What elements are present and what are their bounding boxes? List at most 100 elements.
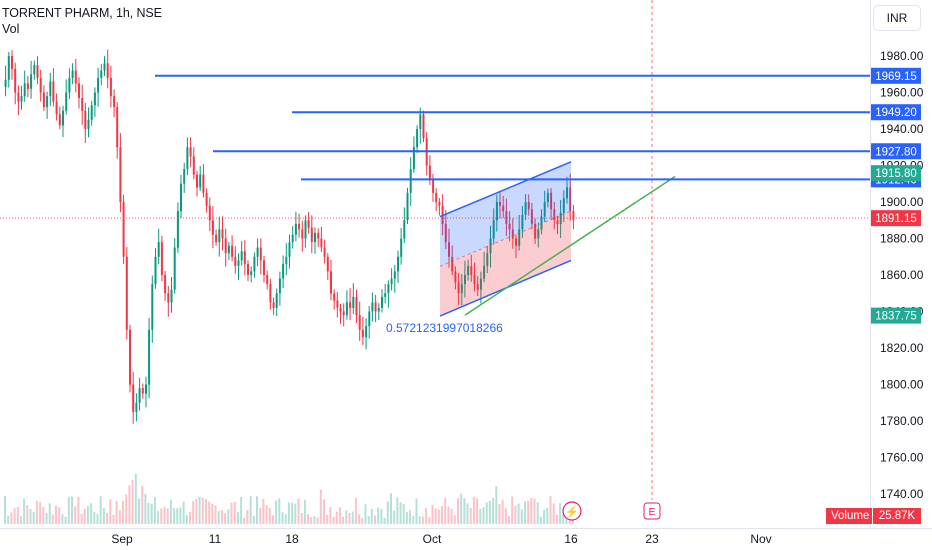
candle-body xyxy=(256,247,259,257)
candle-body xyxy=(365,326,368,338)
candle-body xyxy=(36,65,39,78)
candle-body xyxy=(403,220,406,239)
volume-bar xyxy=(383,517,386,524)
candle-body xyxy=(486,253,489,266)
volume-bar xyxy=(182,501,185,524)
volume-bar xyxy=(323,499,325,524)
trend-line[interactable] xyxy=(464,175,676,316)
candle-body xyxy=(125,256,128,330)
volume-bar xyxy=(61,514,64,524)
volume-bar xyxy=(74,506,77,524)
candle-body xyxy=(304,220,307,239)
candle-body xyxy=(259,247,262,261)
candle-body xyxy=(470,265,473,275)
candle-body xyxy=(540,216,543,230)
volume-bar xyxy=(150,503,153,524)
candle-body xyxy=(352,296,355,308)
volume-bar xyxy=(233,501,236,524)
volume-bar xyxy=(374,515,376,524)
volume-bar xyxy=(176,508,179,524)
volume-bar xyxy=(485,502,488,524)
volume-bar xyxy=(220,510,223,524)
candle-body xyxy=(23,83,26,97)
volume-bar xyxy=(552,503,555,524)
volume-bar xyxy=(192,501,195,524)
candle-body xyxy=(164,275,167,294)
volume-bar xyxy=(444,498,447,524)
candle-body xyxy=(227,245,230,254)
candle-body xyxy=(20,96,23,102)
volume-bar xyxy=(93,511,96,524)
volume-bar xyxy=(332,516,335,524)
candle-body xyxy=(451,256,454,272)
volume-bar xyxy=(122,500,124,524)
candle-body xyxy=(387,284,390,294)
candle-body xyxy=(247,264,249,275)
price-tick-label: 1760.00 xyxy=(880,451,924,465)
volume-bar xyxy=(278,498,281,524)
candle-body xyxy=(39,77,42,93)
volume-bar xyxy=(520,509,523,524)
volume-bar xyxy=(533,498,536,524)
time-tick-label: 18 xyxy=(285,532,299,546)
candle-body xyxy=(572,211,575,221)
candle-body xyxy=(444,223,447,243)
price-tick-label: 1940.00 xyxy=(880,122,924,136)
candle-body xyxy=(508,223,511,230)
channel-upper-line[interactable] xyxy=(439,161,572,218)
volume-bar xyxy=(546,507,549,524)
volume-bar xyxy=(16,506,19,524)
candle-body xyxy=(68,77,71,93)
volume-bar xyxy=(224,513,227,524)
candle-body xyxy=(275,293,278,308)
volume-bar xyxy=(189,512,191,524)
currency-button[interactable]: INR xyxy=(873,5,921,31)
volume-bar xyxy=(284,514,287,524)
candle-body xyxy=(400,238,403,257)
volume-bar xyxy=(118,510,121,524)
volume-bar xyxy=(90,503,93,524)
volume-bar xyxy=(35,500,38,524)
volume-bar xyxy=(71,496,73,524)
volume-bar xyxy=(26,505,29,524)
candle-body xyxy=(317,233,320,239)
volume-bar xyxy=(144,493,147,524)
volume-bar xyxy=(86,505,89,524)
volume-bar xyxy=(109,499,112,524)
dividend-marker[interactable] xyxy=(562,501,582,521)
volume-bar xyxy=(351,511,354,524)
chart-legend: TORRENT PHARM, 1h, NSE Vol xyxy=(2,5,162,37)
candle-body xyxy=(100,70,103,78)
candle-body xyxy=(240,251,243,261)
volume-bar xyxy=(415,498,418,524)
volume-bar xyxy=(275,500,278,524)
volume-bar xyxy=(358,514,361,524)
volume-bar xyxy=(23,498,26,524)
volume-bar xyxy=(476,498,479,524)
candle-body xyxy=(438,202,441,206)
candle-body xyxy=(550,192,553,210)
earnings-marker[interactable] xyxy=(643,502,661,520)
volume-bar xyxy=(205,499,207,524)
candle-body xyxy=(90,105,93,120)
candle-body xyxy=(562,198,565,213)
volume-bar xyxy=(329,507,332,524)
candle-body xyxy=(489,238,492,254)
candle-body xyxy=(145,384,147,394)
candle-body xyxy=(46,96,49,108)
volume-bar xyxy=(153,497,156,524)
volume-bar xyxy=(291,502,294,524)
volume-bar xyxy=(386,501,389,524)
price-badge xyxy=(871,307,921,324)
candle-body xyxy=(285,256,288,265)
candle-body xyxy=(345,302,348,316)
candle-body xyxy=(454,271,457,283)
candle-body xyxy=(342,311,345,316)
candle-body xyxy=(537,229,540,239)
candle-body xyxy=(62,110,64,126)
candle-body xyxy=(559,212,562,224)
candle-body xyxy=(518,229,521,246)
candle-body xyxy=(553,209,556,221)
volume-bar xyxy=(77,497,80,524)
